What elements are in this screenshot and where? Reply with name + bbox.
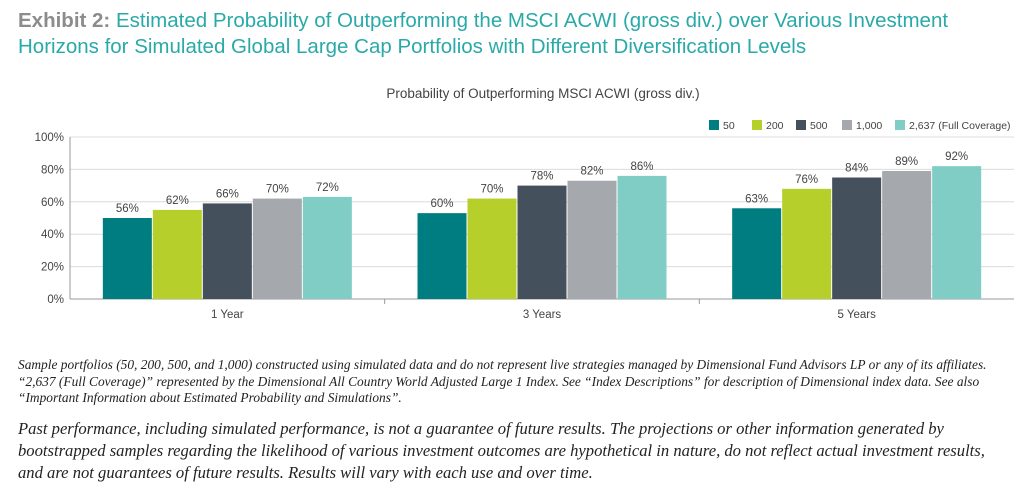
legend-swatch <box>752 120 762 130</box>
bars-layer <box>102 166 982 299</box>
legend-swatch <box>895 120 905 130</box>
x-tick-label: 5 Years <box>837 309 876 321</box>
bar <box>782 188 832 299</box>
bar <box>567 180 617 299</box>
data-label: 70% <box>266 184 289 196</box>
bar-chart: Probability of Outperforming MSCI ACWI (… <box>35 86 1014 321</box>
data-label: 84% <box>845 163 868 175</box>
y-tick-label: 60% <box>41 197 64 209</box>
bar <box>832 177 882 299</box>
y-tick-label: 20% <box>41 262 64 274</box>
bar <box>732 208 782 299</box>
data-label: 56% <box>116 203 139 215</box>
legend-label: 1,000 <box>856 120 882 132</box>
legend-label: 2,637 (Full Coverage) <box>909 120 1011 132</box>
bar <box>102 218 152 299</box>
exhibit-header: Exhibit 2: Estimated Probability of Outp… <box>18 8 1008 60</box>
labels-layer: 56% 62% 66% 70% 72% 1 Year 60% 70% 78% 82% 86% 3 Ye… <box>116 151 968 321</box>
disclaimer: Past performance, including simulated pe… <box>18 419 985 482</box>
data-label: 92% <box>945 151 968 163</box>
bar <box>882 171 932 299</box>
legend: 50 200 500 1,000 2,637 (Full Coverage) <box>709 120 1011 132</box>
y-tick-label: 80% <box>41 164 64 176</box>
bar <box>152 209 202 299</box>
chart-notes: Sample portfolios (50, 200, 500, and 1,0… <box>18 357 987 405</box>
exhibit-title: Estimated Probability of Outperforming t… <box>18 9 949 58</box>
data-label: 62% <box>166 195 189 207</box>
data-label: 60% <box>430 198 453 210</box>
bar <box>252 198 302 299</box>
bar <box>932 166 982 299</box>
data-label: 63% <box>745 193 768 205</box>
legend-label: 200 <box>766 120 784 132</box>
data-label: 66% <box>216 188 239 200</box>
bar <box>467 198 517 299</box>
legend-swatch <box>796 120 806 130</box>
chart-title: Probability of Outperforming MSCI ACWI (… <box>386 86 699 101</box>
data-label: 89% <box>895 156 918 168</box>
bar <box>302 196 352 299</box>
data-label: 70% <box>480 184 503 196</box>
exhibit-label: Exhibit 2: <box>18 9 111 32</box>
bar <box>517 185 567 299</box>
data-label: 86% <box>630 161 653 173</box>
legend-label: 500 <box>810 120 828 132</box>
x-tick-label: 1 Year <box>211 309 244 321</box>
y-tick-label: 0% <box>47 294 64 306</box>
x-tick-label: 3 Years <box>523 309 562 321</box>
legend-swatch <box>842 120 852 130</box>
data-label: 72% <box>316 182 339 194</box>
legend-swatch <box>709 120 719 130</box>
legend-label: 50 <box>723 120 735 132</box>
bar <box>202 203 252 299</box>
data-label: 82% <box>580 166 603 178</box>
y-tick-label: 40% <box>41 229 64 241</box>
bar <box>617 175 667 299</box>
bar <box>417 213 467 299</box>
data-label: 76% <box>795 174 818 186</box>
y-tick-label: 100% <box>35 132 64 144</box>
data-label: 78% <box>530 171 553 183</box>
